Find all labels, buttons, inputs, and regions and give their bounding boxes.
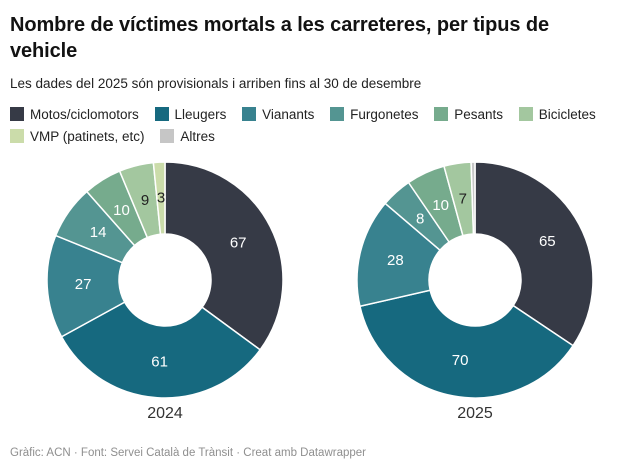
slice-2025-7 xyxy=(470,160,476,235)
legend-label: Bicicletes xyxy=(538,107,596,122)
slice-value-label: 14 xyxy=(90,224,107,241)
legend-swatch xyxy=(160,129,175,144)
legend-item-2: Vianants xyxy=(242,107,314,122)
slice-value-label: 7 xyxy=(459,190,467,207)
legend-item-5: Bicicletes xyxy=(518,107,596,122)
chart-title: Nombre de víctimes mortals a les carrete… xyxy=(10,14,549,62)
legend-item-0: Motos/ciclomotors xyxy=(10,107,139,122)
year-label-2024: 2024 xyxy=(147,404,183,422)
slice-2024-0 xyxy=(164,160,284,351)
slice-value-label: 28 xyxy=(387,251,404,268)
legend-swatch xyxy=(242,107,257,121)
legend-label: Lleugers xyxy=(174,107,227,122)
legend-label: Vianants xyxy=(262,107,315,122)
chart-subtitle: Les dades del 2025 són provisionals i ar… xyxy=(10,76,422,91)
legend-item-4: Pesants xyxy=(434,107,503,122)
slice-value-label: 67 xyxy=(230,234,247,251)
legend-label: Furgonetes xyxy=(350,107,419,122)
legend-item-3: Furgonetes xyxy=(330,107,418,122)
legend-swatch xyxy=(434,107,449,121)
slice-2024-6 xyxy=(152,160,166,235)
donut-chart-2025: 65 70 28 8 10 7 xyxy=(356,160,594,399)
slice-value-label: 10 xyxy=(432,197,449,214)
donut-chart-2024: 67 61 27 14 10 9 3 xyxy=(46,160,284,399)
slice-2025-0 xyxy=(474,160,594,347)
slice-value-label: 8 xyxy=(416,210,424,227)
legend-swatch xyxy=(330,107,345,121)
chart-block-2024: 67 61 27 14 10 9 3 2024 xyxy=(10,155,320,423)
slice-value-label: 9 xyxy=(141,192,149,209)
slice-value-label: 10 xyxy=(113,202,130,219)
legend-item-6: VMP (patinets, etc) xyxy=(10,129,145,144)
year-label-2025: 2025 xyxy=(457,404,493,422)
legend-swatch xyxy=(10,129,24,144)
legend-label: Altres xyxy=(180,129,215,145)
slice-2024-1 xyxy=(60,300,262,399)
legend-item-7: Altres xyxy=(160,129,215,144)
legend-swatch xyxy=(518,107,533,121)
legend-label: Pesants xyxy=(454,107,504,122)
legend-label: Motos/ciclomotors xyxy=(30,107,139,122)
slice-value-label: 3 xyxy=(157,189,165,206)
chart-footer: Gràfic: ACN · Font: Servei Català de Trà… xyxy=(10,447,366,459)
legend-item-1: Lleugers xyxy=(154,107,227,122)
slice-2025-2 xyxy=(356,201,442,307)
slice-value-label: 61 xyxy=(151,353,168,370)
chart-block-2025: 65 70 28 8 10 7 2025 xyxy=(320,155,630,423)
legend-swatch xyxy=(154,107,169,121)
charts-row: 67 61 27 14 10 9 3 2024 65 70 28 8 10 7 2025 xyxy=(10,155,630,423)
slice-2025-1 xyxy=(359,288,575,399)
slice-value-label: 70 xyxy=(452,352,469,369)
legend-swatch xyxy=(10,107,24,121)
legend: Motos/ciclomotors Lleugers Vianants Furg… xyxy=(10,104,630,149)
slice-value-label: 27 xyxy=(75,276,92,293)
legend-label: VMP (patinets, etc) xyxy=(30,129,145,145)
slice-value-label: 65 xyxy=(539,232,556,249)
